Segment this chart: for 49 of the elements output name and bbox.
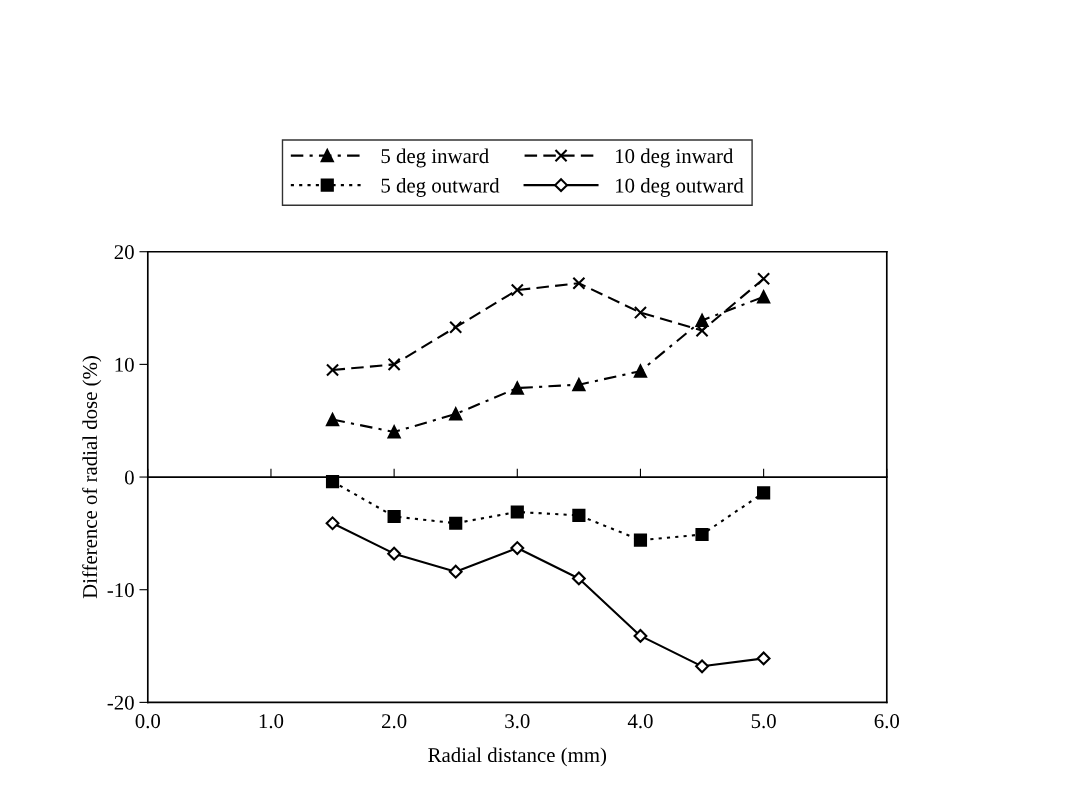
- point: [695, 313, 709, 328]
- point: [449, 320, 463, 334]
- x-axis-title: Radial distance (mm): [428, 747, 607, 767]
- point: [510, 541, 525, 555]
- y-tick-label: 20: [114, 245, 134, 260]
- point: [510, 283, 524, 297]
- point: [757, 272, 771, 286]
- legend-label: 5 deg outward: [381, 177, 500, 197]
- y-tick-label: 0: [124, 470, 134, 485]
- point: [387, 425, 401, 439]
- legend-label: 10 deg inward: [616, 148, 734, 168]
- point: [572, 508, 586, 522]
- point: [510, 381, 524, 395]
- point: [325, 363, 340, 377]
- point: [695, 323, 709, 338]
- point: [387, 546, 402, 561]
- point: [572, 378, 586, 392]
- point: [756, 651, 771, 666]
- point: [387, 509, 401, 524]
- point: [325, 412, 340, 427]
- x-tick-label: 1.0: [259, 714, 284, 729]
- point: [449, 516, 463, 530]
- legend-label: 10 deg outward: [616, 177, 744, 197]
- point: [633, 305, 648, 320]
- y-axis-title: Difference of radial dose (%): [82, 356, 102, 599]
- legend-label: 5 deg inward: [381, 148, 489, 168]
- point: [448, 564, 463, 579]
- x-tick-label: 5.0: [751, 714, 776, 729]
- x-tick-label: 0.0: [135, 714, 161, 729]
- point: [695, 659, 709, 674]
- point: [571, 571, 586, 586]
- x-tick-label: 3.0: [505, 714, 530, 729]
- point: [572, 276, 586, 290]
- point: [325, 516, 340, 531]
- y-tick-label: -10: [107, 583, 134, 598]
- point: [449, 407, 463, 421]
- x-tick-label: 6.0: [874, 714, 900, 729]
- y-tick-label: 10: [115, 357, 134, 372]
- point: [387, 357, 401, 371]
- point: [633, 533, 648, 547]
- point: [633, 628, 648, 643]
- point: [757, 486, 771, 500]
- x-tick-label: 2.0: [382, 714, 407, 729]
- point: [510, 505, 524, 519]
- x-tick-label: 4.0: [627, 714, 653, 729]
- y-tick-label: -20: [107, 695, 134, 710]
- point: [757, 290, 771, 304]
- point: [695, 527, 709, 542]
- point: [633, 364, 648, 378]
